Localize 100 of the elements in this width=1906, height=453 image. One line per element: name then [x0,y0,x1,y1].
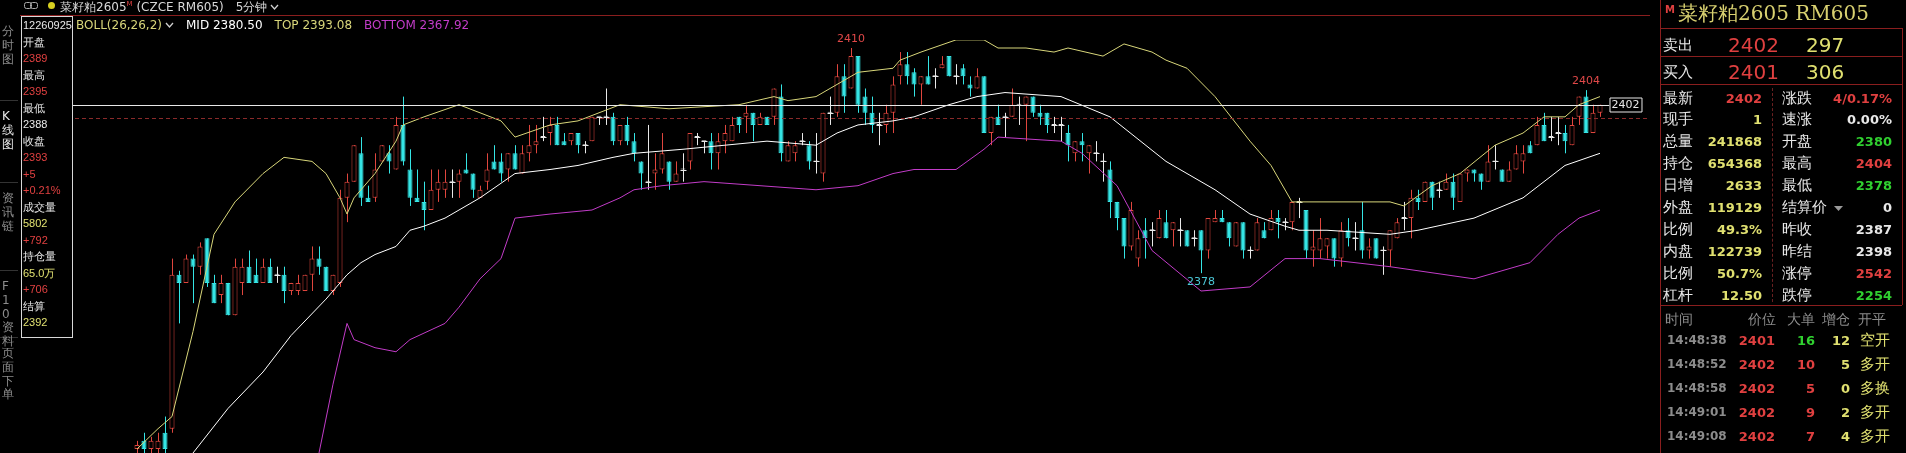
text: 菜籽粕2605 RM605 [1678,1,1869,25]
text: 昨结 [1782,241,1812,260]
text: 2633 [1725,178,1762,194]
text: 14:48:58 [1667,381,1727,395]
text: 2401 [1738,332,1775,348]
text: 9 [1805,404,1815,420]
text: 2398 [1855,243,1892,259]
text: 10 [1796,356,1815,372]
text: 跌停 [1782,285,1812,304]
text: 外盘 [1663,198,1693,216]
text: 结算价 [1782,198,1827,216]
text: 2402 [1738,356,1775,372]
text: 2387 [1855,221,1892,237]
text: 4/0.17% [1833,90,1892,106]
text: 2 [1840,404,1850,420]
text: 2542 [1855,265,1892,281]
text: BOTTOM 2367.92 [364,17,470,32]
text: +5 [23,167,36,180]
text: 122739 [1707,243,1762,259]
text: 多开 [1860,354,1890,373]
text: 16 [1796,332,1815,348]
text: 2402 [1738,380,1775,396]
text: 最低 [23,101,45,114]
text: +706 [23,283,48,295]
text: 比例 [1663,263,1693,282]
text: 12 [1831,332,1850,348]
text: 时间 [1665,311,1693,327]
text: 119129 [1707,200,1762,215]
text: 空开 [1860,330,1890,349]
text: 0.00% [1846,112,1892,128]
text: 昨收 [1782,219,1812,238]
text: 比例 [1663,219,1693,238]
text: 2395 [23,85,48,97]
text: 现手 [1663,110,1693,129]
text: 654368 [1707,156,1762,172]
text: 2254 [1855,287,1892,303]
text: 50.7% [1716,265,1762,281]
text: 2388 [23,118,48,130]
text: 14:49:01 [1667,405,1727,419]
text: 14:48:38 [1667,333,1727,347]
text: 2392 [23,316,48,328]
text: 最高 [1782,154,1812,173]
text: 65.0万 [23,266,56,279]
text: 14:48:52 [1667,357,1727,371]
text: 2389 [23,52,48,64]
text: 241868 [1707,134,1762,150]
text: 多开 [1860,402,1890,421]
text: 4 [1840,428,1850,444]
text: TOP 2393.08 [274,17,353,32]
text: 持仓 [1663,154,1693,173]
text: 5 [1840,356,1850,372]
chart-title: 菜籽粕2605$^{M}$ (CZCE RM605) [60,0,224,14]
text: 2402 [1728,33,1779,57]
text: 0 [1882,200,1892,215]
annotation: 2404 [1572,74,1600,88]
text: 2401 [1728,60,1779,84]
text: 日增 [1663,176,1693,195]
text: 资讯链 [2,191,15,234]
text: 2402 [1738,428,1775,444]
text: 结算 [23,299,45,312]
text: 2402 [1738,404,1775,420]
text: 7 [1805,428,1815,444]
chart-subtitle: 5分钟 [235,0,268,14]
text: 多开 [1860,426,1890,445]
text: MID 2380.50 [186,17,263,32]
text: 5 [1805,380,1815,396]
text: 14:49:08 [1667,429,1727,443]
text: 速涨 [1782,110,1812,129]
text: 2402 [1611,98,1640,112]
text: 306 [1806,60,1845,84]
text: 开盘 [23,35,45,48]
text: M [1665,4,1675,15]
text: 持仓量 [23,250,56,262]
text: 5802 [23,217,48,229]
annotation: 2410 [837,32,865,46]
legend-title: BOLL(26,26,2) [76,17,163,32]
text: 内盘 [1663,241,1693,260]
text: 2402 [1725,90,1762,106]
text: 页面下单 [2,346,15,403]
text: 价位 [1748,311,1776,327]
text: 大单 [1787,311,1815,327]
text: 49.3% [1716,221,1762,237]
text: 开盘 [1782,132,1812,151]
text: 1 [1752,112,1762,128]
text: 开平 [1858,311,1886,327]
text: 2378 [1855,178,1892,194]
text: 涨停 [1782,263,1812,282]
text: 增仓 [1822,311,1850,327]
text: 12.50 [1720,287,1762,303]
text: +0.21% [23,184,61,196]
text: 最低 [1782,176,1812,195]
text: 涨跌 [1782,88,1812,107]
text: 最高 [23,68,45,81]
text: 12260925 [23,19,72,31]
text: 最新 [1663,88,1693,107]
text: +792 [23,233,48,246]
text: 买入 [1663,62,1693,81]
text: 收盘 [23,134,45,147]
annotation: 2378 [1187,274,1215,288]
text: 2404 [1855,156,1892,172]
